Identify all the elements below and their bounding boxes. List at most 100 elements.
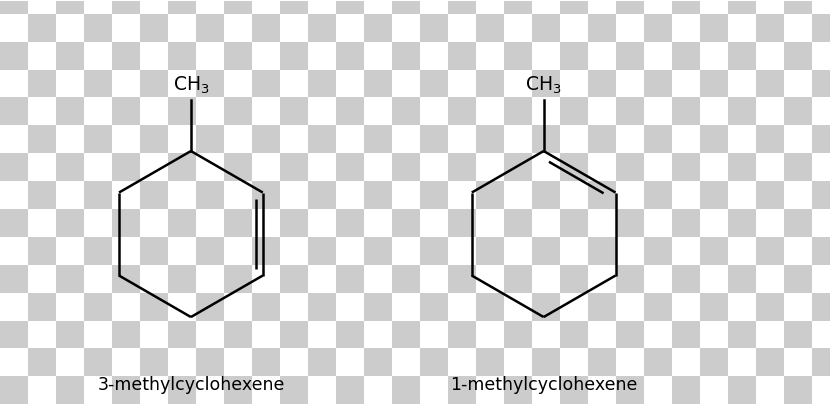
Bar (56, 348, 84, 376)
Bar (0, 181, 28, 209)
Bar (644, 209, 672, 237)
Bar (644, 125, 672, 153)
Bar (280, 181, 308, 209)
Bar (420, 42, 448, 70)
Bar (560, 125, 588, 153)
Bar (448, 209, 476, 237)
Bar (812, 181, 830, 209)
Bar (728, 209, 756, 237)
Bar (140, 125, 168, 153)
Bar (672, 98, 700, 125)
Bar (476, 153, 504, 181)
Bar (756, 376, 784, 404)
Bar (308, 237, 336, 265)
Bar (336, 348, 364, 376)
Bar (560, 237, 588, 265)
Bar (588, 209, 616, 237)
Bar (280, 265, 308, 293)
Bar (252, 209, 280, 237)
Bar (476, 181, 504, 209)
Bar (392, 376, 420, 404)
Bar (728, 153, 756, 181)
Bar (784, 293, 812, 320)
Bar (112, 14, 140, 42)
Bar (280, 125, 308, 153)
Bar (448, 70, 476, 98)
Bar (112, 181, 140, 209)
Bar (700, 209, 728, 237)
Bar (476, 125, 504, 153)
Bar (28, 98, 56, 125)
Bar (476, 0, 504, 14)
Bar (672, 153, 700, 181)
Bar (168, 320, 196, 348)
Bar (364, 237, 392, 265)
Bar (84, 98, 112, 125)
Bar (392, 181, 420, 209)
Bar (280, 237, 308, 265)
Bar (224, 237, 252, 265)
Bar (392, 14, 420, 42)
Bar (0, 14, 28, 42)
Bar (448, 237, 476, 265)
Bar (112, 209, 140, 237)
Bar (588, 70, 616, 98)
Bar (112, 42, 140, 70)
Bar (56, 153, 84, 181)
Bar (0, 42, 28, 70)
Bar (252, 320, 280, 348)
Bar (756, 125, 784, 153)
Bar (168, 70, 196, 98)
Bar (700, 265, 728, 293)
Bar (280, 42, 308, 70)
Bar (84, 14, 112, 42)
Bar (252, 0, 280, 14)
Bar (420, 153, 448, 181)
Bar (364, 376, 392, 404)
Bar (504, 98, 532, 125)
Bar (308, 376, 336, 404)
Bar (308, 0, 336, 14)
Bar (392, 153, 420, 181)
Bar (84, 293, 112, 320)
Bar (560, 265, 588, 293)
Bar (364, 320, 392, 348)
Bar (420, 376, 448, 404)
Bar (84, 320, 112, 348)
Bar (756, 320, 784, 348)
Bar (280, 348, 308, 376)
Bar (560, 0, 588, 14)
Bar (448, 265, 476, 293)
Bar (728, 348, 756, 376)
Bar (392, 125, 420, 153)
Bar (0, 293, 28, 320)
Bar (588, 293, 616, 320)
Bar (560, 376, 588, 404)
Bar (56, 209, 84, 237)
Bar (84, 348, 112, 376)
Bar (588, 14, 616, 42)
Bar (364, 209, 392, 237)
Bar (756, 209, 784, 237)
Bar (364, 42, 392, 70)
Bar (336, 125, 364, 153)
Bar (252, 153, 280, 181)
Bar (308, 265, 336, 293)
Bar (28, 209, 56, 237)
Bar (140, 0, 168, 14)
Bar (168, 14, 196, 42)
Bar (616, 14, 644, 42)
Bar (644, 42, 672, 70)
Bar (784, 14, 812, 42)
Bar (448, 42, 476, 70)
Bar (560, 98, 588, 125)
Bar (336, 376, 364, 404)
Bar (28, 0, 56, 14)
Bar (616, 209, 644, 237)
Bar (812, 42, 830, 70)
Bar (560, 348, 588, 376)
Bar (196, 293, 224, 320)
Bar (700, 0, 728, 14)
Bar (0, 0, 28, 14)
Bar (672, 348, 700, 376)
